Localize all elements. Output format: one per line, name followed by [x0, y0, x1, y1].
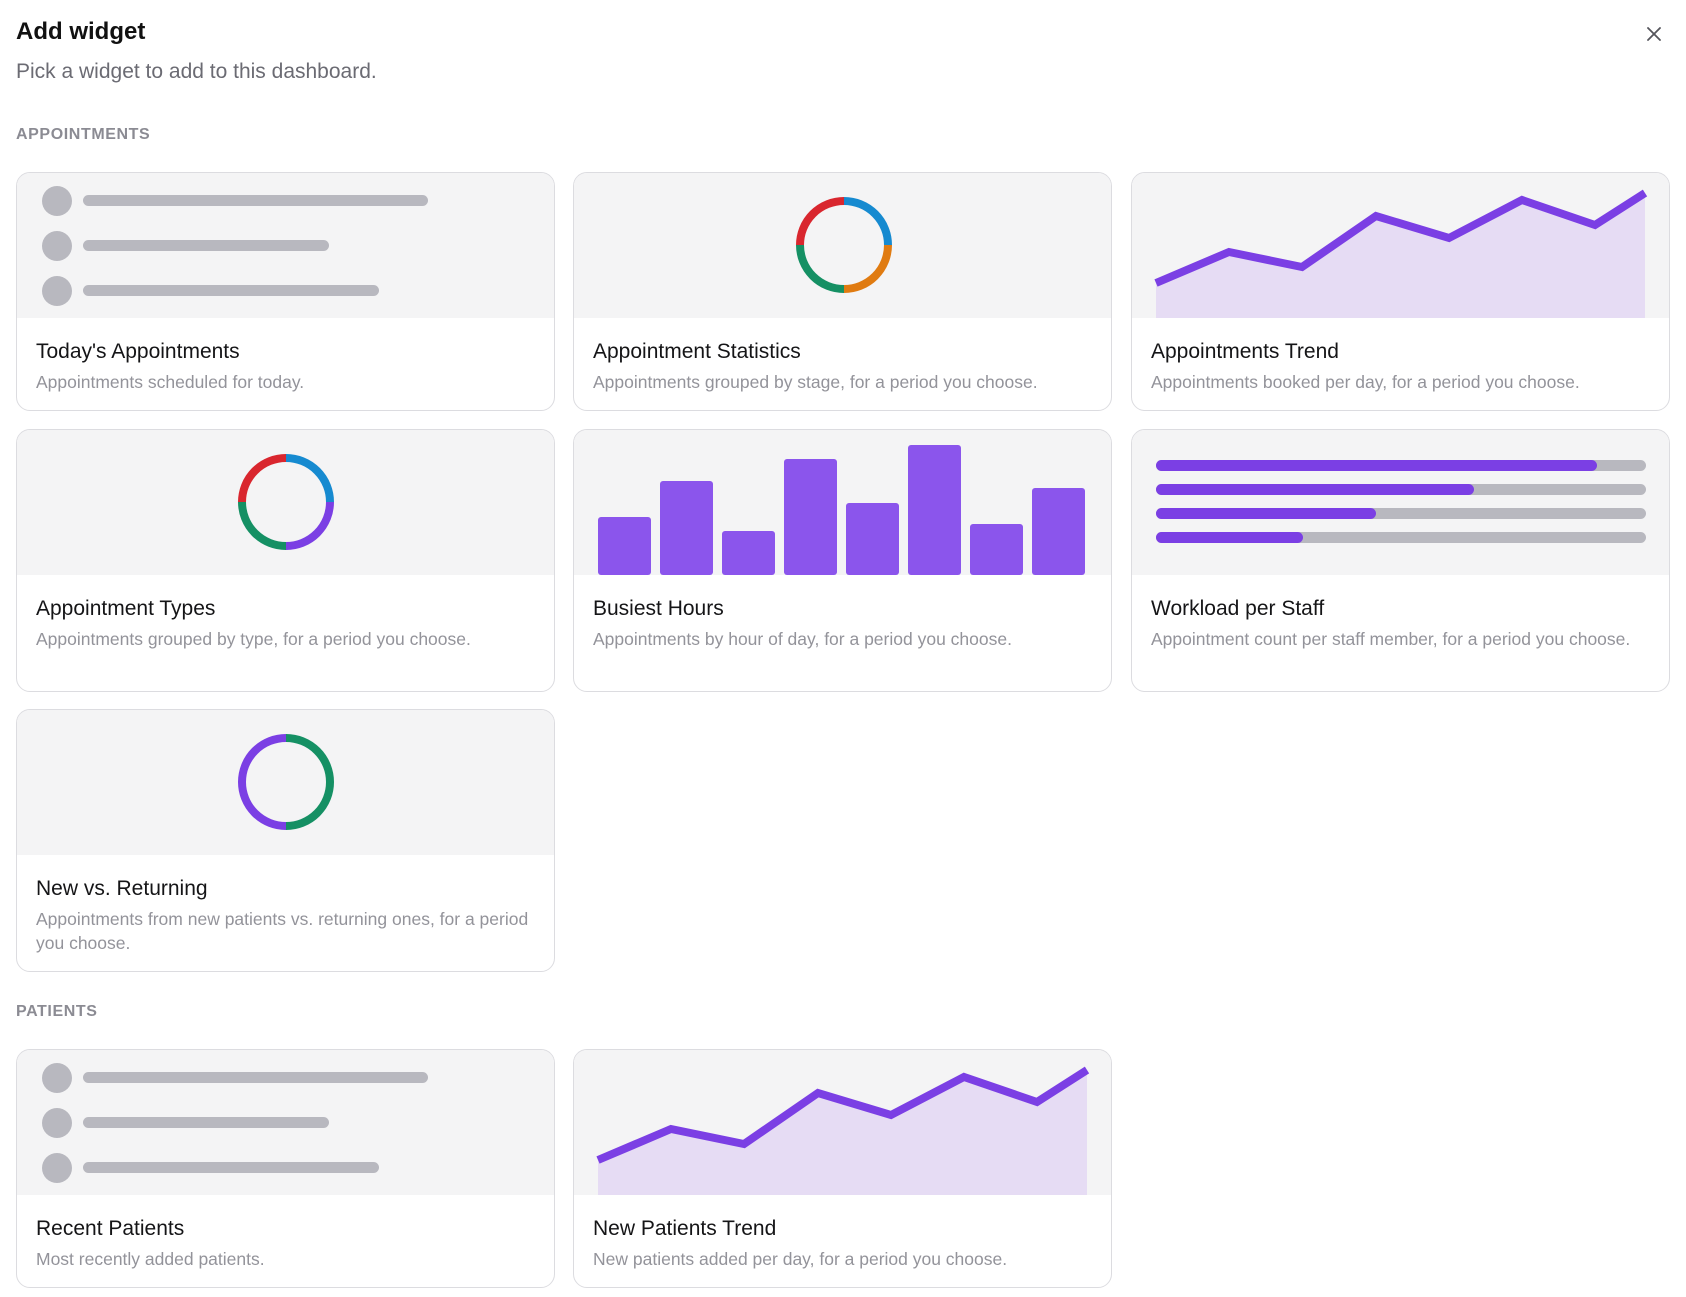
- list-preview-graphic: [42, 186, 428, 306]
- donut-preview-graphic: [238, 454, 334, 550]
- widget-description: Most recently added patients.: [36, 1249, 265, 1269]
- widget-title: Appointment Types: [36, 597, 216, 620]
- area-preview-graphic: [596, 1066, 1090, 1195]
- widget-card-appointments-trend[interactable]: Appointments Trend Appointments booked p…: [1131, 172, 1670, 411]
- widget-preview-area: [574, 1050, 1111, 1195]
- widget-description: Appointments by hour of day, for a perio…: [593, 629, 1012, 649]
- widget-title: Recent Patients: [36, 1217, 185, 1240]
- widget-title: Workload per Staff: [1151, 597, 1325, 620]
- widget-title: Appointment Statistics: [593, 340, 801, 363]
- close-icon: [1647, 27, 1661, 41]
- widget-description: New patients added per day, for a period…: [593, 1249, 1008, 1269]
- widget-card-appointment-statistics[interactable]: Appointment Statistics Appointments grou…: [573, 172, 1112, 411]
- widget-card-recent-patients[interactable]: Recent Patients Most recently added pati…: [16, 1049, 555, 1288]
- widget-card-busiest-hours[interactable]: Busiest Hours Appointments by hour of da…: [573, 429, 1112, 692]
- widget-title: New vs. Returning: [36, 877, 208, 900]
- widget-title: Appointments Trend: [1151, 340, 1339, 363]
- section-label-patients: PATIENTS: [16, 1003, 98, 1020]
- widget-card-new-vs-returning[interactable]: New vs. Returning Appointments from new …: [16, 709, 555, 972]
- section-label-appointments: APPOINTMENTS: [16, 126, 151, 143]
- widget-card-appointment-types[interactable]: Appointment Types Appointments grouped b…: [16, 429, 555, 692]
- widget-preview-bars: [574, 430, 1111, 575]
- widget-description: Appointments booked per day, for a perio…: [1151, 372, 1580, 392]
- dialog-subtitle: Pick a widget to add to this dashboard.: [16, 60, 377, 83]
- close-button[interactable]: [1640, 20, 1668, 48]
- widget-card-workload-per-staff[interactable]: Workload per Staff Appointment count per…: [1131, 429, 1670, 692]
- progress-preview-graphic: [1156, 460, 1646, 543]
- widget-preview-area: [1132, 173, 1669, 318]
- bars-preview-graphic: [598, 445, 1085, 575]
- widget-preview-list: [17, 173, 554, 318]
- widget-description: Appointments scheduled for today.: [36, 372, 305, 392]
- widget-description: Appointment count per staff member, for …: [1151, 629, 1631, 649]
- widget-preview-list: [17, 1050, 554, 1195]
- widget-description: Appointments grouped by stage, for a per…: [593, 372, 1038, 392]
- widget-title: New Patients Trend: [593, 1217, 777, 1240]
- widget-card-new-patients-trend[interactable]: New Patients Trend New patients added pe…: [573, 1049, 1112, 1288]
- widget-preview-donut: [17, 430, 554, 575]
- widget-description: Appointments grouped by type, for a peri…: [36, 629, 471, 649]
- widget-card-todays-appointments[interactable]: Today's Appointments Appointments schedu…: [16, 172, 555, 411]
- widget-preview-donut: [574, 173, 1111, 318]
- widget-preview-donut: [17, 710, 554, 855]
- donut-preview-graphic: [796, 197, 892, 293]
- widget-description: Appointments from new patients vs. retur…: [36, 909, 529, 953]
- widget-preview-progress: [1132, 430, 1669, 575]
- dialog-title: Add widget: [16, 18, 146, 45]
- area-preview-graphic: [1154, 189, 1648, 318]
- widget-title: Today's Appointments: [36, 340, 240, 363]
- widget-title: Busiest Hours: [593, 597, 724, 620]
- donut-preview-graphic: [238, 734, 334, 830]
- list-preview-graphic: [42, 1063, 428, 1183]
